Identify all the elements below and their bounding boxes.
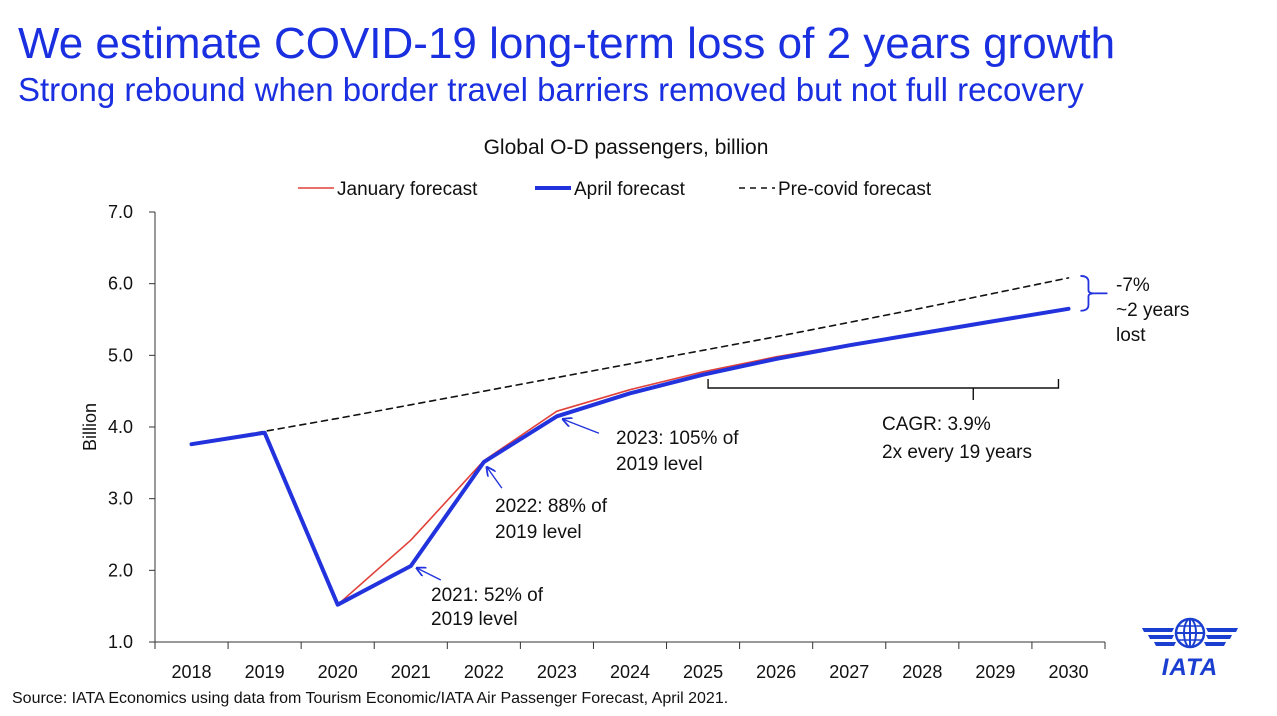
y-tick-label: 1.0 [108,632,133,652]
annotation-loss-text: ~2 years [1116,300,1189,321]
y-tick-label: 7.0 [108,202,133,222]
x-tick-label: 2025 [683,662,723,682]
y-tick-label: 2.0 [108,560,133,580]
x-tick-label: 2020 [318,662,358,682]
legend-label: January forecast [337,179,478,200]
annotation-loss-text: -7% [1116,275,1150,296]
annotation-cagr-text: 2x every 19 years [882,442,1032,463]
annotation-2022-text: 2019 level [495,522,582,543]
iata-logo: IATA [1140,614,1240,686]
globe-wings-icon [1142,617,1238,649]
annotation-2021-text: 2019 level [431,609,518,630]
x-tick-label: 2024 [610,662,650,682]
x-tick-label: 2022 [464,662,504,682]
logo-text: IATA [1161,654,1219,681]
x-tick-label: 2023 [537,662,577,682]
annotation-arrow-2023 [563,419,600,434]
annotation-arrow-2021 [417,568,442,581]
x-tick-label: 2027 [829,662,869,682]
y-tick-label: 3.0 [108,489,133,509]
slide-title: We estimate COVID-19 long-term loss of 2… [18,19,1116,68]
series-line-pre-covid-forecast [190,277,1070,446]
annotation-cagr-text: CAGR: 3.9% [882,414,991,435]
annotation-2021-text: 2021: 52% of [431,585,544,606]
chart-title: Global O-D passengers, billion [484,136,769,159]
y-axis-label: Billion [80,403,100,451]
annotation-2023-text: 2023: 105% of [616,428,739,449]
slide-subtitle: Strong rebound when border travel barrie… [18,71,1084,108]
annotation-2023-text: 2019 level [616,454,703,475]
annotation-loss-text: lost [1116,325,1146,346]
x-tick-label: 2029 [975,662,1015,682]
x-tick-label: 2028 [902,662,942,682]
legend-label: Pre-covid forecast [778,179,932,200]
x-tick-label: 2018 [172,662,212,682]
series-line-april-forecast [189,306,1071,607]
x-tick-label: 2021 [391,662,431,682]
annotation-2022-text: 2022: 88% of [495,496,608,517]
x-tick-label: 2026 [756,662,796,682]
annotation-arrow-2022 [487,467,503,489]
source-note: Source: IATA Economics using data from T… [12,690,729,707]
y-tick-label: 4.0 [108,417,133,437]
x-tick-label: 2030 [1048,662,1088,682]
x-tick-label: 2019 [245,662,285,682]
y-tick-label: 6.0 [108,274,133,294]
loss-brace [1080,275,1095,312]
legend-label: April forecast [574,179,686,200]
y-tick-label: 5.0 [108,345,133,365]
cagr-bracket [707,379,1060,400]
